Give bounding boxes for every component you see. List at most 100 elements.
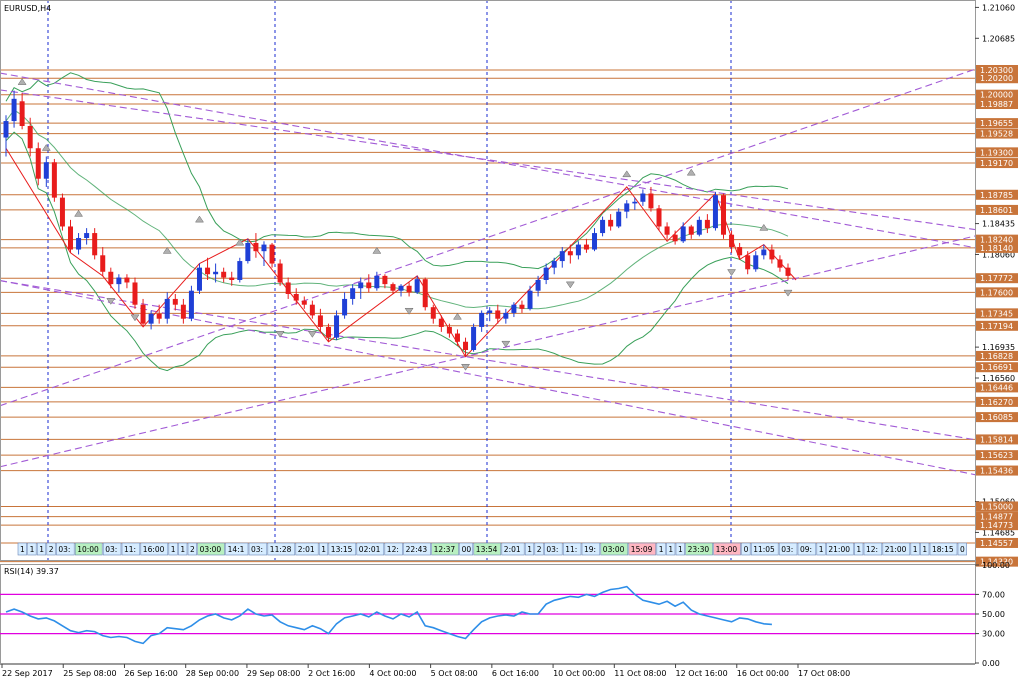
time-tag: 11: [565, 545, 577, 554]
rsi-tick-label: 50.00 [982, 610, 1005, 619]
time-tag: 03: [546, 545, 558, 554]
level-label-bg [976, 362, 1018, 373]
fractal-down-arrow [307, 331, 317, 338]
time-tag: 16:00 [143, 545, 165, 554]
rsi-axis: 100.00 70.00 50.00 30.00 0.00 [975, 561, 1010, 668]
time-tag-box [295, 542, 319, 556]
time-tag-box [46, 542, 56, 556]
fractal-down-arrow [275, 331, 285, 338]
time-tag: 00 [462, 545, 472, 554]
level-label: 1.14773 [980, 521, 1013, 530]
bear-candle [124, 277, 130, 283]
time-tag: 18:15 [932, 545, 954, 554]
bull-candle [680, 226, 686, 242]
bull-candle [188, 290, 194, 319]
time-tag: 1 [856, 545, 861, 554]
bull-candle [479, 312, 485, 327]
price-tick-label: 1.21060 [982, 3, 1015, 12]
bear-candle [729, 234, 735, 248]
bear-candle [495, 310, 501, 319]
fractal-up-arrow [372, 246, 382, 254]
bull-candle [592, 233, 598, 250]
time-tag: 1 [20, 545, 25, 554]
level-label-bg [976, 65, 1018, 75]
time-tag: 21:00 [828, 545, 850, 554]
time-tag-box [685, 542, 713, 556]
bull-candle [471, 326, 477, 350]
time-tag-box [384, 542, 403, 556]
time-tag: 10:00 [77, 545, 99, 554]
fractal-arrows [17, 78, 793, 371]
bear-candle [463, 341, 469, 350]
level-label-bg [976, 350, 1018, 361]
time-tag-box [713, 542, 741, 556]
time-tag-box [473, 542, 502, 556]
time-tag: 11:05 [753, 545, 775, 554]
level-label: 1.16828 [980, 352, 1013, 361]
time-tick-label: 12 Oct 16:00 [676, 669, 728, 678]
time-tag-box [431, 542, 459, 556]
rsi-tick-label: 70.00 [982, 590, 1005, 599]
level-label: 1.15000 [980, 502, 1013, 511]
bear-candle [648, 193, 654, 209]
time-tag-box [168, 542, 178, 556]
bull-candle [358, 282, 364, 289]
time-tick-label: 17 Oct 08:00 [798, 669, 850, 678]
time-tag-strip: 1 1 1 2 03: 10:00 03: 11: 16:00 1 1 2 03:00 14:1 03: 11… [17, 542, 967, 556]
time-tag: 1 [171, 545, 176, 554]
time-tag: 21:00 [885, 545, 907, 554]
bear-candle [785, 267, 791, 276]
bull-candle [342, 298, 348, 316]
level-label: 1.16446 [980, 383, 1013, 392]
time-tag-box [920, 542, 930, 556]
time-tag: 03: [251, 545, 263, 554]
fractal-up-arrow [195, 215, 204, 223]
fractal-up-arrow [452, 312, 462, 320]
time-tick-label: 16 Oct 00:00 [737, 669, 789, 678]
level-label-bg [976, 234, 1018, 245]
level-label-bg [976, 537, 1018, 548]
bull-candle [753, 255, 759, 270]
time-tag-box [600, 542, 629, 556]
rsi-tick-label: 30.00 [982, 630, 1005, 639]
bear-candle [269, 244, 275, 264]
time-tag-box [534, 542, 544, 556]
bear-candle [583, 244, 589, 250]
bear-candle [309, 304, 315, 316]
bear-candle [132, 282, 138, 305]
time-tag-box [863, 542, 883, 556]
level-label: 1.18601 [980, 206, 1013, 215]
level-label: 1.19528 [980, 130, 1013, 139]
bear-candle [253, 242, 259, 252]
time-tag: 1 [180, 545, 185, 554]
time-tag-box [628, 542, 657, 556]
level-label: 1.16270 [980, 398, 1013, 407]
time-tag-box [56, 542, 75, 556]
bull-candle [712, 195, 718, 229]
bear-candle [229, 277, 235, 280]
time-tag-box [140, 542, 169, 556]
time-tag-box [102, 542, 122, 556]
time-tag: 1 [922, 545, 927, 554]
fractal-up-arrow [759, 223, 769, 231]
level-label: 1.16085 [980, 413, 1013, 422]
bull-candle [245, 242, 251, 262]
level-label-bg [976, 158, 1018, 169]
trend-line [0, 235, 976, 468]
time-tag-box [17, 542, 27, 556]
time-tag-box [666, 542, 676, 556]
time-tag: 2:01 [504, 545, 521, 554]
time-tag: 1 [819, 545, 824, 554]
bull-candle [640, 193, 646, 202]
level-label: 1.17600 [980, 288, 1013, 297]
candles [3, 90, 791, 357]
time-tag-box [356, 542, 385, 556]
time-tag: 15:09 [631, 545, 653, 554]
time-tag-box [656, 542, 666, 556]
bull-candle [535, 280, 541, 291]
bull-candle [761, 249, 767, 256]
bull-candle [696, 219, 702, 235]
level-label-bg [976, 99, 1018, 110]
bull-candle [3, 121, 9, 138]
bear-candle [19, 101, 25, 126]
